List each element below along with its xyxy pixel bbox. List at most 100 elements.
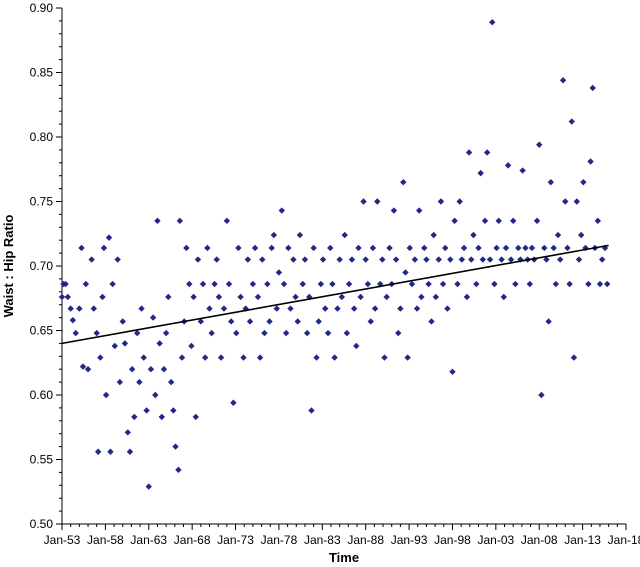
data-point <box>430 231 437 239</box>
data-point <box>244 256 252 263</box>
data-point <box>233 329 240 337</box>
data-point <box>290 256 297 263</box>
data-point <box>310 244 317 252</box>
data-point <box>124 429 131 436</box>
data-point <box>154 217 161 225</box>
data-point <box>58 293 66 301</box>
data-point <box>580 178 587 186</box>
data-point <box>604 280 611 288</box>
trendline-group <box>61 244 609 345</box>
data-point <box>369 244 377 252</box>
data-point <box>301 256 309 263</box>
data-point <box>559 77 567 84</box>
data-point <box>287 305 294 312</box>
data-point <box>240 354 247 361</box>
data-point <box>225 280 233 288</box>
data-point <box>587 158 594 165</box>
data-point <box>261 329 268 337</box>
data-point <box>353 342 360 350</box>
data-point <box>554 231 562 239</box>
x-tick-label: Jan-13 <box>564 533 601 547</box>
data-point <box>512 280 519 288</box>
data-point <box>294 318 301 325</box>
data-point <box>204 244 211 252</box>
data-point <box>270 231 278 239</box>
data-point <box>533 217 541 225</box>
data-point <box>273 305 280 312</box>
data-point <box>463 293 471 301</box>
data-point <box>162 329 170 337</box>
data-point <box>510 217 517 225</box>
y-tick-label: 0.55 <box>30 453 54 467</box>
data-point <box>594 217 601 225</box>
data-point <box>256 354 264 361</box>
data-point <box>147 366 155 373</box>
data-point <box>458 256 466 263</box>
data-point <box>69 316 77 324</box>
data-point <box>93 329 100 337</box>
x-axis: Jan-53 Jan-58 Jan-63 Jan-68 Jan-73 Jan-78 Jan-… <box>44 523 640 547</box>
data-point <box>545 318 552 325</box>
data-point <box>522 244 529 252</box>
data-point <box>140 354 147 361</box>
data-point <box>504 162 512 169</box>
data-point <box>336 256 343 263</box>
data-point <box>357 293 364 301</box>
data-point <box>230 399 237 406</box>
data-point <box>119 318 126 325</box>
data-point <box>143 407 150 414</box>
data-point <box>237 293 244 301</box>
x-tick-label: Jan-88 <box>347 533 384 547</box>
data-point <box>437 198 445 205</box>
data-point <box>486 256 494 263</box>
data-point <box>519 167 526 174</box>
data-point <box>473 280 480 288</box>
x-tick-label: Jan-98 <box>434 533 471 547</box>
data-point <box>418 293 425 301</box>
data-point <box>213 256 220 263</box>
data-point <box>282 329 290 337</box>
x-tick-label: Jan-58 <box>87 533 124 547</box>
data-point <box>251 244 259 252</box>
data-point <box>79 363 87 370</box>
data-point <box>78 244 85 252</box>
data-point <box>170 407 177 414</box>
data-point <box>322 305 329 312</box>
data-point <box>278 207 286 214</box>
data-point <box>477 169 484 177</box>
data-point <box>131 413 138 421</box>
y-tick-label: 0.85 <box>30 66 54 80</box>
data-point <box>107 448 114 455</box>
data-point <box>562 198 569 205</box>
data-point <box>570 354 578 361</box>
data-point <box>268 244 275 252</box>
data-point <box>220 305 228 312</box>
data-point <box>175 466 182 474</box>
x-axis-title: Time <box>329 550 359 565</box>
data-point <box>160 366 168 373</box>
y-tick-label: 0.60 <box>30 388 54 402</box>
x-tick-label: Jan-78 <box>261 533 298 547</box>
data-point <box>341 231 348 239</box>
data-point <box>564 244 571 252</box>
data-point <box>451 217 458 225</box>
data-point <box>100 244 108 252</box>
data-point <box>264 280 271 288</box>
data-point <box>577 231 585 239</box>
data-point <box>435 256 442 263</box>
data-point <box>528 244 536 252</box>
data-point <box>158 413 165 421</box>
data-point <box>507 256 515 263</box>
x-tick-label: Jan-68 <box>174 533 211 547</box>
data-point <box>447 256 454 263</box>
data-point <box>94 448 102 455</box>
data-point <box>449 368 456 375</box>
data-point <box>589 84 596 92</box>
y-tick-label: 0.90 <box>30 1 54 15</box>
data-point <box>355 244 362 252</box>
data-point <box>470 231 477 239</box>
data-point <box>550 244 557 252</box>
data-point <box>557 256 564 263</box>
data-point <box>128 366 136 373</box>
data-point <box>362 256 369 263</box>
